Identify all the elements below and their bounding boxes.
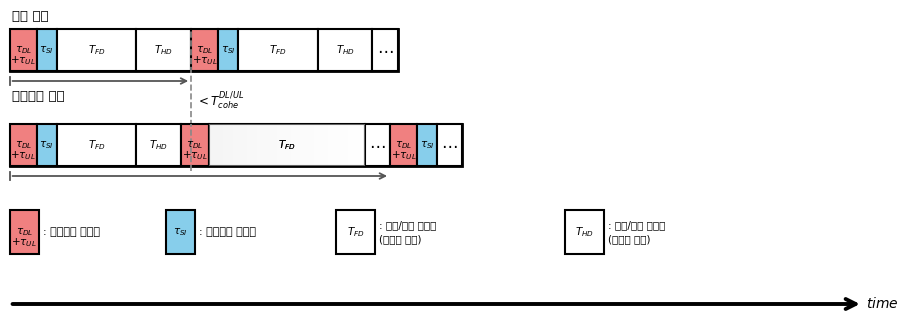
Text: $T_{HD}$: $T_{HD}$ — [154, 43, 173, 57]
Bar — [37, 124, 57, 166]
Text: $T_{HD}$: $T_{HD}$ — [576, 225, 595, 239]
Bar — [318, 29, 372, 71]
Text: : 상향/하향 데이터
(전이중 통신): : 상향/하향 데이터 (전이중 통신) — [379, 220, 437, 244]
Text: $\tau_{DL}$: $\tau_{DL}$ — [15, 226, 33, 238]
Bar — [336, 210, 376, 254]
Text: $T_{HD}$: $T_{HD}$ — [335, 43, 355, 57]
Text: 기존 방식: 기존 방식 — [12, 9, 49, 22]
Text: $T_{FD}$: $T_{FD}$ — [87, 43, 105, 57]
Text: $\tau_{DL}$: $\tau_{DL}$ — [187, 139, 204, 151]
Text: $T_{FD}$: $T_{FD}$ — [278, 138, 296, 152]
Text: $\tau_{SI}$: $\tau_{SI}$ — [40, 139, 54, 151]
Text: $T_{HD}$: $T_{HD}$ — [150, 138, 168, 152]
Bar — [365, 124, 390, 166]
Text: $\cdots$: $\cdots$ — [369, 136, 386, 154]
Text: $+\tau_{UL}$: $+\tau_{UL}$ — [192, 54, 218, 67]
Text: $\tau_{SI}$: $\tau_{SI}$ — [40, 44, 54, 56]
Text: $+\tau_{UL}$: $+\tau_{UL}$ — [182, 150, 208, 162]
Bar — [10, 210, 39, 254]
Text: $+\tau_{UL}$: $+\tau_{UL}$ — [391, 150, 416, 162]
Text: $T_{FD}$: $T_{FD}$ — [347, 225, 365, 239]
Text: 제안하는 방식: 제안하는 방식 — [12, 90, 64, 102]
Bar — [191, 29, 218, 71]
Text: $\mathit{time}$: $\mathit{time}$ — [866, 297, 898, 312]
Text: $\tau_{SI}$: $\tau_{SI}$ — [420, 139, 434, 151]
Text: $\tau_{DL}$: $\tau_{DL}$ — [395, 139, 413, 151]
Bar — [238, 29, 318, 71]
Bar — [37, 29, 57, 71]
Bar — [218, 29, 238, 71]
Text: $\tau_{DL}$: $\tau_{DL}$ — [196, 44, 214, 56]
Bar — [566, 210, 605, 254]
Text: $T_{FD}$: $T_{FD}$ — [87, 138, 105, 152]
Text: $\tau_{DL}$: $\tau_{DL}$ — [14, 139, 32, 151]
Text: $\cdots$: $\cdots$ — [377, 41, 394, 59]
Bar — [10, 29, 397, 71]
Bar — [417, 124, 437, 166]
Bar — [10, 124, 37, 166]
Text: $+\tau_{UL}$: $+\tau_{UL}$ — [12, 237, 37, 249]
Bar — [390, 124, 417, 166]
Bar — [437, 124, 462, 166]
Text: $\tau_{SI}$: $\tau_{SI}$ — [173, 226, 187, 238]
Text: $\tau_{DL}$: $\tau_{DL}$ — [14, 44, 32, 56]
Bar — [57, 124, 136, 166]
Text: $+\tau_{UL}$: $+\tau_{UL}$ — [11, 150, 36, 162]
Bar — [10, 29, 37, 71]
Text: $\cdots$: $\cdots$ — [441, 136, 458, 154]
Text: : 상향링크 파일럿: : 상향링크 파일럿 — [43, 227, 100, 237]
Text: $T_{FD}$: $T_{FD}$ — [278, 138, 296, 152]
Bar — [10, 124, 462, 166]
Text: : 상향/하향 데이터
(반이중 통신): : 상향/하향 데이터 (반이중 통신) — [608, 220, 666, 244]
Bar — [136, 29, 191, 71]
Text: $+\tau_{UL}$: $+\tau_{UL}$ — [11, 54, 36, 67]
Bar — [209, 124, 365, 166]
Text: $T_{FD}$: $T_{FD}$ — [269, 43, 287, 57]
Text: $< T_{cohe}^{DL/UL}$: $< T_{cohe}^{DL/UL}$ — [196, 90, 244, 112]
Text: $\tau_{SI}$: $\tau_{SI}$ — [221, 44, 235, 56]
Bar — [57, 29, 136, 71]
Bar — [372, 29, 397, 71]
Text: : 하향링크 파일럿: : 하향링크 파일럿 — [199, 227, 256, 237]
Bar — [136, 124, 181, 166]
Bar — [181, 124, 209, 166]
Bar — [166, 210, 195, 254]
